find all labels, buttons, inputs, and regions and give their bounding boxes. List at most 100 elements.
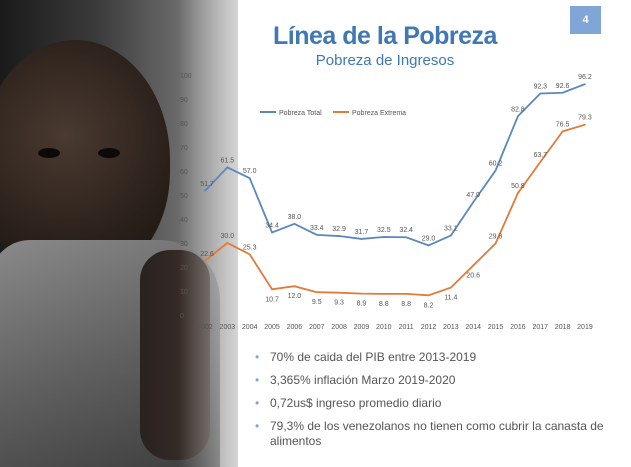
data-label: 30.0	[221, 233, 235, 240]
data-label: 33.1	[444, 226, 458, 233]
data-label: 9.3	[334, 300, 344, 307]
eye-image	[38, 148, 60, 158]
data-label: 9.5	[312, 299, 322, 306]
data-point	[450, 286, 452, 289]
y-axis: 0 10 20 30 40 50 60 70 80 90 100	[180, 73, 192, 320]
data-point	[584, 83, 586, 85]
data-label: 32.5	[377, 227, 391, 234]
bullet-item: 3,365% inflación Marzo 2019-2020	[255, 373, 625, 388]
data-label: 12.0	[288, 293, 302, 300]
data-point	[383, 293, 385, 295]
x-axis: 2002 2003 2004 2005 2006 2007 2008 2009 2010 2011…	[197, 324, 593, 331]
data-point	[293, 223, 296, 225]
data-label: 47.0	[466, 192, 480, 199]
y-tick-label: 100	[180, 73, 192, 80]
bullet-item: 70% de caida del PIB entre 2013-2019	[255, 350, 625, 365]
data-label: 51.7	[200, 181, 214, 188]
series-line-pobreza-extrema	[204, 123, 586, 297]
y-tick-label: 50	[180, 193, 188, 200]
data-label: 61.5	[221, 157, 235, 164]
data-label: 10.7	[265, 296, 279, 303]
data-point	[450, 234, 452, 237]
data-point	[360, 238, 363, 240]
data-label: 34.4	[265, 222, 279, 229]
data-label: 96.2	[578, 74, 592, 81]
data-label: 31.7	[355, 229, 369, 236]
y-tick-label: 60	[180, 169, 188, 176]
background-photo	[0, 0, 238, 467]
y-tick-label: 20	[180, 265, 188, 272]
x-tick-label: 2011	[399, 324, 414, 331]
data-label: 11.4	[444, 295, 457, 302]
bullet-list: 70% de caida del PIB entre 2013-2019 3,3…	[255, 350, 625, 457]
data-label: 38.0	[288, 214, 302, 221]
data-point	[539, 92, 542, 95]
x-tick-label: 2005	[264, 324, 280, 331]
legend-label: Pobreza Extrema	[352, 110, 406, 117]
x-tick-label: 2018	[555, 324, 571, 331]
x-tick-label: 2006	[287, 324, 303, 331]
x-tick-label: 2014	[465, 324, 481, 331]
data-point	[561, 130, 564, 133]
x-tick-label: 2013	[443, 324, 459, 331]
data-point	[472, 264, 475, 267]
data-label: 32.4	[399, 227, 413, 234]
bullet-item: 0,72us$ ingreso promedio diario	[255, 396, 625, 411]
y-tick-label: 40	[180, 217, 188, 224]
data-label: 25.3	[243, 244, 257, 251]
data-point	[494, 169, 497, 172]
data-point	[383, 236, 385, 238]
page-number: 4	[570, 6, 601, 34]
chart-legend: Pobreza Total Pobreza Extrema	[260, 110, 406, 117]
data-label: 20.6	[466, 273, 480, 280]
y-tick-label: 30	[180, 241, 188, 248]
data-label: 57.0	[243, 168, 257, 175]
data-label: 8.8	[401, 301, 411, 308]
data-point	[427, 244, 430, 247]
data-label: 79.3	[578, 115, 592, 122]
data-point	[204, 259, 206, 262]
data-point	[472, 201, 475, 203]
data-labels: 51.7 61.5 57.0 34.4 38.0 33.4 32.9 31.7 32.5 32.4…	[200, 74, 592, 309]
photo-fade	[178, 0, 238, 467]
x-tick-label: 2016	[510, 324, 526, 331]
x-tick-label: 2008	[331, 324, 347, 331]
data-point	[494, 242, 497, 245]
data-label: 82.8	[511, 106, 525, 113]
data-point	[539, 161, 542, 163]
series-lines	[204, 83, 586, 297]
slide-title: Línea de la Pobreza	[273, 22, 497, 50]
data-label: 22.6	[200, 251, 214, 258]
data-point	[584, 123, 586, 126]
eye-image	[98, 148, 120, 158]
data-point	[226, 242, 229, 244]
data-point	[517, 115, 519, 118]
data-point	[315, 291, 318, 294]
data-point	[517, 192, 519, 194]
data-label: 32.9	[332, 226, 346, 233]
x-tick-label: 2002	[197, 324, 213, 331]
data-point	[271, 231, 273, 234]
series-line-pobreza-total	[204, 83, 586, 247]
slide-subtitle: Pobreza de Ingresos	[315, 52, 455, 69]
x-tick-label: 2003	[220, 324, 236, 331]
y-tick-label: 10	[180, 289, 188, 296]
data-label: 76.5	[556, 121, 570, 128]
x-tick-label: 2009	[354, 324, 370, 331]
data-label: 8.2	[424, 302, 434, 309]
data-label: 92.3	[533, 83, 547, 90]
data-label: 29.0	[422, 235, 436, 242]
x-tick-label: 2019	[577, 324, 593, 331]
x-tick-label: 2007	[309, 324, 325, 331]
x-tick-label: 2017	[532, 324, 548, 331]
x-tick-label: 2012	[421, 324, 437, 331]
data-point	[427, 294, 430, 297]
data-point	[360, 292, 363, 295]
data-label: 8.8	[379, 301, 389, 308]
x-tick-label: 2010	[376, 324, 392, 331]
data-point	[248, 177, 251, 179]
data-label: 63.7	[533, 152, 547, 159]
data-label: 60.2	[489, 161, 503, 168]
